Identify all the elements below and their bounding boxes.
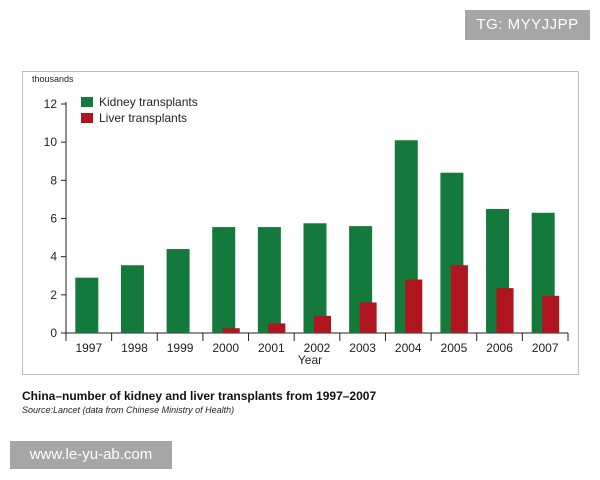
x-axis-title: Year [298, 353, 322, 367]
liver-bar [542, 295, 560, 333]
liver-bar [450, 265, 468, 333]
x-tick-label: 1997 [75, 341, 102, 355]
kidney-bar [120, 265, 144, 333]
y-tick-label: 4 [50, 250, 57, 264]
y-tick-label: 10 [44, 135, 58, 149]
liver-bar [314, 315, 331, 333]
legend-kidney-label: Kidney transplants [99, 95, 198, 109]
y-tick-label: 8 [50, 173, 57, 187]
y-unit-label: thousands [32, 74, 74, 84]
liver-bar [359, 302, 377, 333]
legend-liver-swatch [81, 113, 93, 123]
x-tick-label: 2007 [532, 341, 559, 355]
y-tick-label: 6 [50, 212, 57, 226]
liver-bar [496, 288, 514, 333]
legend-kidney-swatch [81, 97, 93, 107]
caption-source: Source:Lancet (data from Chinese Ministr… [22, 405, 235, 415]
y-tick-label: 2 [50, 288, 57, 302]
x-tick-label: 2002 [304, 341, 331, 355]
y-tick-label: 0 [50, 326, 57, 340]
liver-bar [268, 323, 286, 333]
x-tick-label: 1999 [167, 341, 194, 355]
caption-title: China–number of kidney and liver transpl… [22, 389, 377, 403]
x-tick-label: 2005 [441, 341, 468, 355]
legend-liver-label: Liver transplants [99, 111, 187, 125]
watermark-bottom: www.le-yu-ab.com [10, 441, 172, 469]
liver-bar [222, 328, 240, 333]
x-tick-label: 2000 [212, 341, 239, 355]
transplant-bar-chart: thousands 0 2 4 6 8 10 12 1997 1998 1999 2000 2001 20… [32, 74, 569, 367]
x-tick-label: 2003 [349, 341, 376, 355]
kidney-bar [75, 277, 99, 333]
watermark-top: TG: MYYJJPP [465, 10, 590, 40]
liver-bar [405, 279, 423, 333]
x-tick-label: 2004 [395, 341, 422, 355]
x-tick-label: 1998 [121, 341, 148, 355]
kidney-bar [303, 223, 327, 333]
y-tick-label: 12 [44, 97, 58, 111]
kidney-bar [166, 249, 190, 333]
x-tick-label: 2001 [258, 341, 285, 355]
x-tick-label: 2006 [486, 341, 513, 355]
kidney-bar [257, 227, 281, 333]
chart-figure: thousands 0 2 4 6 8 10 12 1997 1998 1999 2000 2001 20… [22, 71, 579, 375]
kidney-bar [212, 227, 236, 333]
